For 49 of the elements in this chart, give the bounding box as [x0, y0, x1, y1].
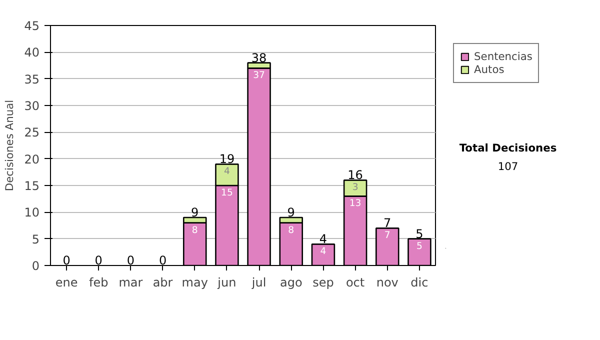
data-label: 4: [320, 246, 326, 258]
total-label: 9: [191, 206, 199, 220]
data-label: 3: [352, 182, 358, 194]
legend-label: Autos: [474, 63, 504, 76]
total-label: 5: [416, 226, 424, 241]
x-tick-label: jul: [250, 276, 266, 290]
x-tick-label: may: [182, 276, 208, 290]
data-label: 8: [288, 224, 294, 236]
total-label: 19: [219, 152, 235, 166]
y-tick-label: 30: [24, 99, 40, 113]
total-label: 7: [384, 216, 392, 230]
y-tick-label: 10: [24, 206, 40, 220]
data-label: 13: [349, 198, 362, 210]
data-label: 8: [192, 224, 198, 236]
x-tick-label: sep: [312, 276, 334, 290]
total-label: 0: [158, 254, 167, 268]
x-tick-label: ago: [280, 276, 302, 290]
x-tick-label: abr: [152, 276, 173, 290]
x-tick-label: dic: [410, 276, 428, 290]
y-tick-label: 40: [24, 46, 40, 60]
total-label: 4: [319, 232, 328, 246]
y-tick-label: 15: [24, 179, 40, 193]
y-tick-label: 25: [24, 126, 40, 140]
x-tick-label: mar: [118, 276, 143, 290]
x-tick-label: jun: [216, 276, 236, 290]
legend-label: Sentencias: [474, 50, 532, 63]
total-label: 16: [348, 168, 363, 182]
data-label: 15: [221, 188, 233, 198]
data-label: 7: [384, 230, 390, 242]
y-tick-label: 5: [32, 232, 40, 246]
data-label: 37: [253, 70, 266, 82]
total-label: 38: [251, 50, 267, 65]
y-axis-title: Decisiones Anual: [3, 100, 16, 192]
x-tick-label: nov: [376, 276, 398, 290]
x-tick-label: feb: [89, 276, 108, 290]
y-tick-label: 20: [24, 152, 40, 166]
y-tick-label: 45: [24, 19, 40, 33]
x-tick-label: ene: [55, 276, 78, 290]
data-label: 4: [224, 166, 230, 178]
text: 107: [498, 160, 518, 173]
total-label: 0: [94, 254, 102, 268]
total-label: 0: [62, 254, 70, 268]
x-tick-label: oct: [346, 276, 365, 290]
text: Total Decisiones: [459, 142, 557, 155]
total-label: 0: [126, 254, 135, 268]
y-tick-label: 0: [32, 259, 40, 273]
y-tick-label: 35: [24, 72, 40, 86]
total-label: 9: [287, 206, 295, 220]
data-label: 5: [416, 240, 422, 252]
